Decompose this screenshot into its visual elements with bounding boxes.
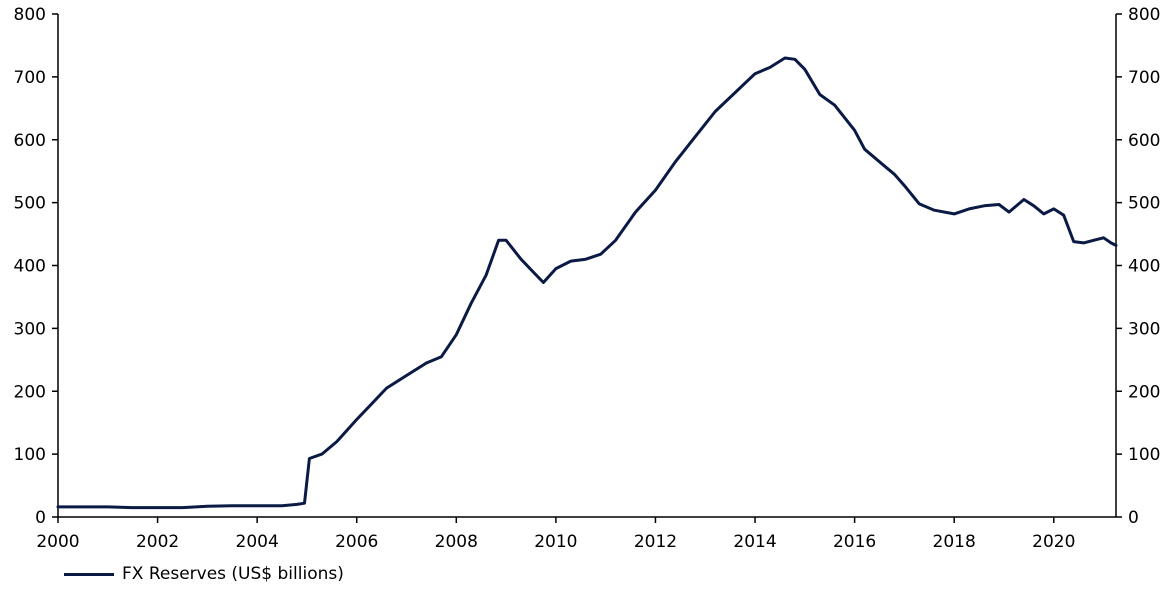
y-tick-label-left: 600 [14,131,46,151]
axes [52,13,1122,523]
y-tick-label-right: 100 [1128,445,1160,465]
y-tick-label-right: 400 [1128,257,1160,277]
x-tick-label: 2004 [236,532,279,552]
y-tick-label-left: 700 [14,68,46,88]
x-tick-label: 2002 [136,532,179,552]
x-tick-label: 2006 [335,532,378,552]
y-tick-label-left: 0 [35,508,46,528]
x-tick-label: 2016 [833,532,876,552]
x-tick-label: 2000 [36,532,79,552]
legend-swatch [64,572,114,576]
y-tick-label-left: 800 [14,5,46,25]
series-line-fx-reserves [56,56,1118,510]
y-tick-label-left: 300 [14,319,46,339]
y-tick-label-left: 100 [14,445,46,465]
x-tick-label: 2010 [534,532,577,552]
x-tick-label: 2008 [435,532,478,552]
y-tick-label-right: 700 [1128,68,1160,88]
y-tick-label-left: 500 [14,194,46,214]
legend: FX Reserves (US$ billions) [64,563,344,585]
y-tick-labels-right: 0 100 200 300 400 500 600 700 800 [1128,5,1160,528]
y-tick-label-right: 500 [1128,194,1160,214]
y-tick-label-right: 200 [1128,382,1160,402]
y-tick-label-right: 0 [1128,508,1139,528]
y-tick-label-left: 400 [14,257,46,277]
x-tick-labels: 2000 2002 2004 2006 2008 2010 2012 2014 2016 2018… [36,532,1075,552]
y-tick-label-right: 800 [1128,5,1160,25]
x-tick-label: 2012 [634,532,677,552]
x-tick-label: 2014 [733,532,776,552]
x-tick-label: 2018 [933,532,976,552]
y-tick-label-right: 300 [1128,319,1160,339]
y-tick-label-left: 200 [14,382,46,402]
x-tick-label: 2020 [1032,532,1075,552]
legend-label: FX Reserves (US$ billions) [122,564,344,584]
y-tick-labels-left: 0 100 200 300 400 500 600 700 800 [14,5,46,528]
y-tick-label-right: 600 [1128,131,1160,151]
